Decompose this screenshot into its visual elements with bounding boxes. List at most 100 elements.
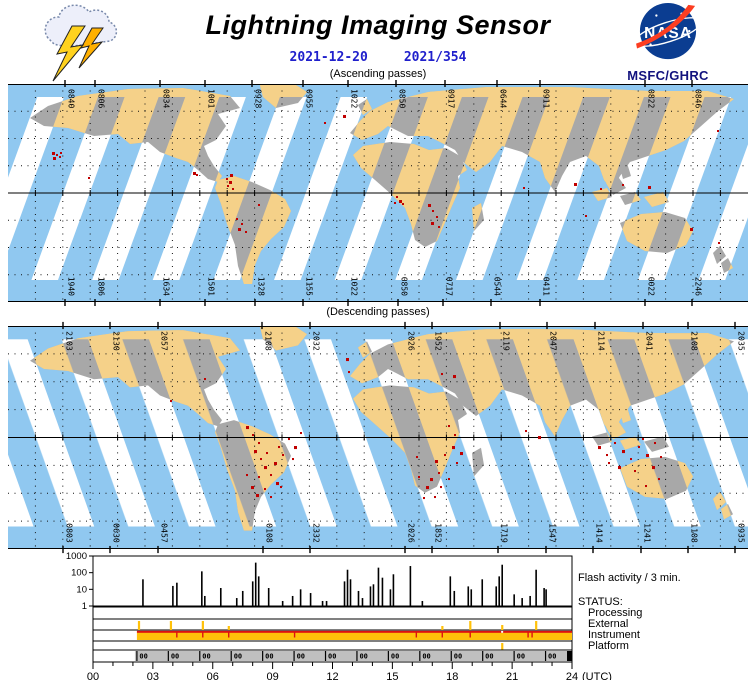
pass-time-label: 1719 (500, 523, 510, 543)
pass-time-label: 1952 (434, 331, 444, 351)
ascending-map-svg: 0840 0806 0834 1001 0928 0955 1022 0850 0917 0644… (8, 80, 748, 306)
pass-time-label: 0803 (65, 523, 75, 543)
pass-time-label: 1547 (548, 523, 558, 543)
orbit-number-label: 00 (234, 653, 242, 661)
pass-time-label: 0108 (265, 523, 275, 543)
orbit-number-label: 00 (485, 653, 493, 661)
map-border (8, 326, 748, 549)
lightning-flash-points (170, 358, 662, 500)
pass-time-label: 1806 (97, 277, 106, 296)
utc-hour-label: 06 (207, 671, 219, 680)
orbit-number-label: 00 (328, 653, 336, 661)
orbit-number-label: 00 (171, 653, 179, 661)
storm-cloud-lightning-icon (44, 4, 118, 82)
pass-time-label: 0928 (254, 89, 263, 108)
day-of-year-label: 2021/354 (403, 50, 467, 65)
orbit-row: 00 00 00 00 00 00 00 00 00 00 00 00 00 00 (92, 649, 573, 663)
utc-hour-label: 00 (87, 671, 99, 680)
pass-time-label: 1414 (595, 523, 605, 543)
pass-time-label: 1634 (162, 277, 171, 296)
platform-status-events (501, 643, 504, 650)
lightning-flash-points (52, 115, 720, 244)
pass-time-label: 0717 (445, 277, 454, 296)
orbit-number-label: 00 (202, 653, 210, 661)
pass-time-label: 0411 (542, 277, 551, 296)
pass-time-label: 2103 (65, 331, 75, 351)
pass-time-label: 2041 (645, 331, 655, 351)
orbit-start-markers: 00 00 00 00 00 00 00 00 00 00 00 00 00 00 (136, 651, 556, 661)
pass-time-label: 1852 (434, 523, 444, 543)
date-label: 2021-12-20 (289, 50, 368, 65)
ascending-passes-map: 0840 0806 0834 1001 0928 0955 1022 0850 0917 0644… (8, 80, 748, 306)
orbit-number-label: 00 (391, 653, 399, 661)
pass-time-label: 2026 (407, 331, 417, 351)
ascending-caption: (Ascending passes) (329, 68, 427, 80)
descending-map-svg: 2103 2130 2057 2108 2032 2026 1952 2119 2047 2114… (8, 321, 748, 554)
pass-time-label: 0935 (737, 523, 747, 543)
pass-time-label: 0834 (162, 89, 171, 108)
pass-time-label: 2057 (160, 331, 170, 351)
pass-time-labels: 0840 0806 0834 1001 0928 0955 1022 0850 0917 0644… (64, 80, 703, 306)
utc-hour-label: 09 (267, 671, 279, 680)
utc-hour-label: 24 (566, 671, 578, 680)
pass-time-label: 0806 (97, 89, 106, 108)
flash-activity-chart: 1000 100 10 1 00 00 00 00 00 00 00 00 00 00 00 00 00 00 00… (0, 551, 756, 680)
pass-time-label: 0822 (647, 89, 656, 108)
pass-time-label: 1501 (207, 277, 216, 296)
utc-hour-label: 03 (147, 671, 159, 680)
orbit-number-label: 00 (297, 653, 305, 661)
pass-time-label: 0644 (499, 89, 508, 108)
pass-time-label: 0955 (305, 89, 314, 108)
status-heading: STATUS: (578, 596, 623, 608)
pass-time-label: 0917 (447, 89, 456, 108)
pass-time-label: 0850 (398, 89, 407, 108)
pass-time-label: 2035 (737, 331, 747, 351)
orbit-number-label: 00 (548, 653, 556, 661)
date-line: 2021-12-20 2021/354 (0, 50, 756, 65)
utc-unit-label: (UTC) (582, 671, 612, 680)
pass-time-label: 1328 (257, 277, 266, 296)
pass-time-label: 0457 (160, 523, 170, 543)
pass-time-label: 2026 (407, 523, 417, 543)
pass-time-label: 0544 (493, 277, 502, 296)
pass-time-label: 0840 (67, 89, 76, 108)
org-label: MSFC/GHRC (627, 68, 709, 83)
status-rows (92, 606, 573, 651)
pass-time-label: 1022 (350, 89, 359, 108)
flash-plot-frame (92, 555, 573, 607)
flash-spikes (142, 562, 547, 606)
pass-time-label: 0022 (647, 277, 656, 296)
pass-time-label: 0846 (694, 89, 703, 108)
pass-time-label: 2114 (597, 331, 607, 351)
equator-line (8, 190, 748, 196)
pass-time-label: 1108 (690, 523, 700, 543)
pass-time-label: 2032 (312, 331, 322, 351)
status-row-label-external: External (588, 618, 629, 630)
flash-y-tick-label: 1000 (66, 551, 87, 562)
utc-time-axis: 00 03 06 09 12 15 18 21 24 (UTC) (87, 662, 612, 680)
flash-activity-title: Flash activity / 3 min. (578, 572, 681, 584)
utc-hour-label: 21 (506, 671, 518, 680)
utc-hour-label: 15 (386, 671, 398, 680)
pass-time-label: 0630 (112, 523, 122, 543)
orbit-number-label: 00 (422, 653, 430, 661)
orbit-number-label: 00 (265, 653, 273, 661)
pass-time-label: 2047 (549, 331, 559, 351)
pass-time-label: 1022 (350, 277, 359, 296)
flash-y-tick-label: 10 (76, 584, 87, 595)
descending-passes-map: 2103 2130 2057 2108 2032 2026 1952 2119 2047 2114… (8, 321, 748, 554)
utc-hour-label: 18 (446, 671, 458, 680)
pass-time-label: 2130 (112, 331, 122, 351)
pass-time-label: 2332 (312, 523, 322, 543)
pass-time-labels: 2103 2130 2057 2108 2032 2026 1952 2119 2047 2114… (62, 321, 747, 554)
status-row-label-instrument: Instrument (588, 629, 640, 641)
status-row-label-platform: Platform (588, 640, 629, 652)
orbit-number-label: 00 (454, 653, 462, 661)
pass-time-label: 1155 (305, 277, 314, 296)
pass-time-label: 2108 (264, 331, 274, 351)
pass-time-label: 1940 (67, 277, 76, 296)
flash-y-tick-label: 100 (71, 568, 87, 579)
descending-caption: (Descending passes) (326, 306, 430, 318)
pass-time-label: 2108 (690, 331, 700, 351)
